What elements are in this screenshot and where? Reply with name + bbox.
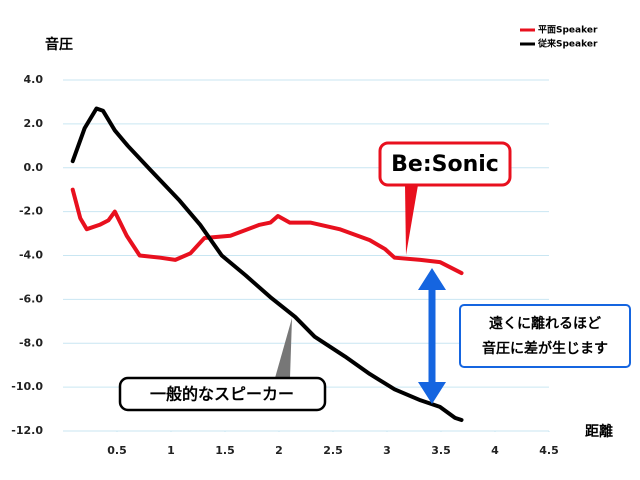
series-line (70, 106, 464, 423)
x-tick-label: 1 (167, 444, 175, 457)
x-tick-label: 4.5 (539, 444, 559, 457)
y-tick-label: -2.0 (19, 205, 43, 218)
series-line (70, 187, 464, 276)
annotation: 音圧に差が生じます (482, 340, 608, 357)
legend: 平面Speaker 従来Speaker (520, 25, 598, 50)
y-axis-label: 音圧 (45, 36, 73, 53)
x-tick-label: 4 (491, 444, 499, 457)
callout-box (378, 141, 512, 187)
x-tick-label: 1.5 (215, 444, 235, 457)
y-tick-label: -6.0 (19, 292, 43, 305)
y-tick-label: -4.0 (19, 249, 43, 262)
y-tick-label: -8.0 (19, 336, 43, 349)
x-tick-label: 2 (275, 444, 283, 457)
callout-box (118, 376, 327, 412)
y-tick-label: 2.0 (24, 117, 44, 130)
x-tick-label: 3 (383, 444, 391, 457)
note-box (459, 304, 631, 368)
callout-pointer (405, 185, 418, 255)
y-tick-label: 4.0 (24, 73, 44, 86)
x-tick-label: 2.5 (323, 444, 343, 457)
legend-label: 平面Speaker (538, 25, 598, 36)
y-tick-label: -10.0 (11, 380, 43, 393)
y-tick-label: 0.0 (24, 161, 44, 174)
annotation: 遠くに離れるほど (489, 315, 601, 332)
y-tick-label: -12.0 (11, 424, 43, 437)
x-tick-label: 0.5 (107, 444, 127, 457)
arrow-head (418, 268, 446, 290)
plot (70, 106, 464, 423)
grid: 4.0 2.0 0.0 -2.0 -4.0 -6.0 -8.0 -10.0 -12.0 0.5 1 1… (11, 73, 558, 457)
arrow-head (418, 382, 446, 404)
annotation: 一般的なスピーカー (150, 385, 294, 404)
x-tick-label: 3.5 (431, 444, 451, 457)
callout-pointer (275, 318, 292, 378)
x-axis-label: 距離 (585, 423, 613, 440)
annotation: Be:Sonic (391, 152, 499, 177)
legend-label: 従来Speaker (537, 38, 598, 50)
